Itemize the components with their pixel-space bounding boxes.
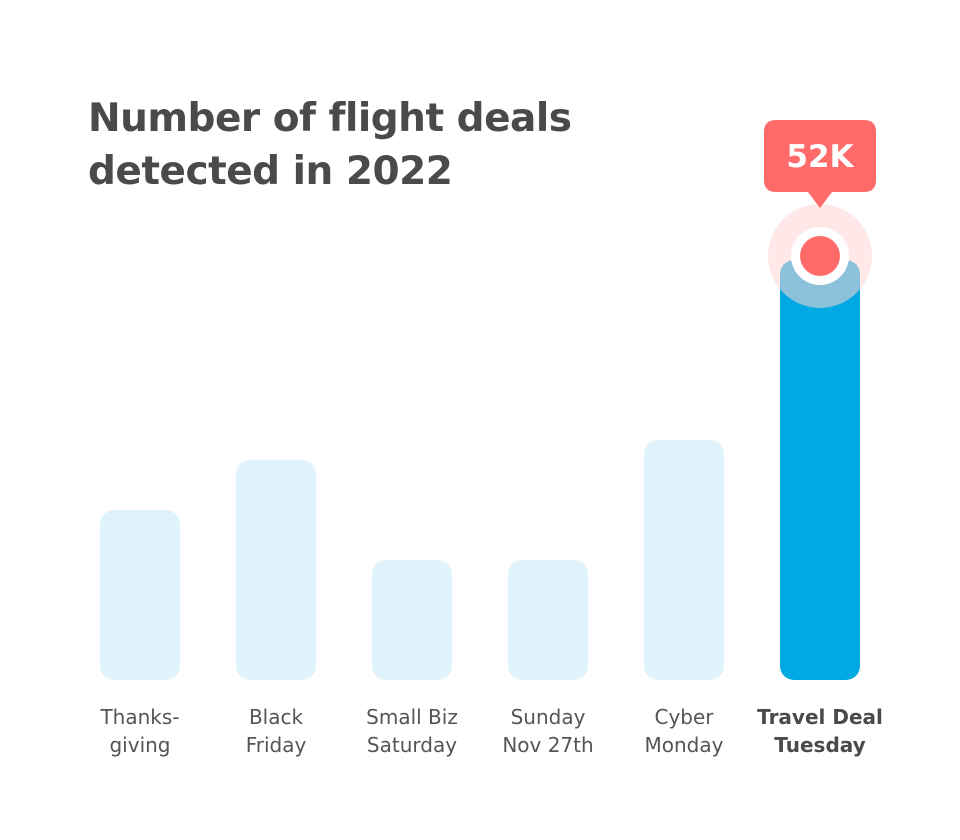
bar (372, 560, 452, 680)
category-label: Monday (645, 733, 724, 757)
category-label: Travel Deal (757, 705, 883, 729)
category-label: Thanks- (99, 705, 179, 729)
chart-title-line-2: detected in 2022 (88, 149, 453, 194)
value-callout-label: 52K (786, 139, 854, 175)
category-label: Sunday (511, 705, 586, 729)
bar (100, 510, 180, 680)
marker-dot (800, 236, 840, 276)
category-label: Small Biz (366, 705, 458, 729)
category-label: Nov 27th (502, 733, 593, 757)
category-label: Saturday (367, 733, 457, 757)
chart-title-line-1: Number of flight deals (88, 96, 572, 141)
bar (508, 560, 588, 680)
category-label: Black (249, 705, 304, 729)
bar-highlight (780, 260, 860, 680)
category-label: giving (109, 733, 170, 757)
category-label: Tuesday (774, 733, 865, 757)
value-callout (764, 120, 876, 208)
category-label: Friday (246, 733, 307, 757)
category-label: Cyber (654, 705, 714, 729)
bar (236, 460, 316, 680)
bar (644, 440, 724, 680)
chart-title: Number of flight deals detected in 2022 (88, 92, 708, 198)
